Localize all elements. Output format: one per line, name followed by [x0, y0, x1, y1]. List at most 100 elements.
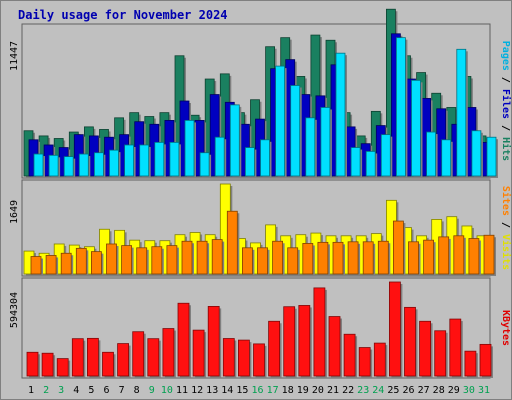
- bar-sites-day-28: [438, 236, 450, 275]
- bar-kbytes-day-29: [449, 318, 462, 377]
- x-tick-day-3: 3: [58, 385, 64, 396]
- legend-visits-label: Visits: [500, 234, 512, 270]
- bar-sites-day-10: [166, 245, 178, 275]
- bar-sites-day-20: [317, 241, 329, 275]
- x-tick-day-8: 8: [134, 385, 140, 396]
- bar-kbytes-day-14: [222, 338, 235, 377]
- x-tick-day-17: 17: [267, 385, 279, 396]
- legend-pages-label: Pages: [500, 41, 511, 71]
- bar-pages-day-13: [214, 136, 225, 177]
- x-tick-day-22: 22: [342, 385, 354, 396]
- legend-kbytes-label: KBytes: [500, 310, 511, 346]
- x-tick-day-24: 24: [372, 385, 384, 396]
- bar-sites-day-23: [362, 241, 374, 275]
- x-tick-day-20: 20: [312, 385, 324, 396]
- bar-kbytes-day-10: [162, 328, 175, 377]
- bar-sites-day-1: [30, 256, 42, 275]
- bar-sites-day-31: [483, 234, 495, 275]
- bar-sites-day-7: [121, 245, 132, 275]
- bar-kbytes-day-26: [404, 306, 416, 377]
- bar-kbytes-day-16: [253, 343, 265, 377]
- x-tick-day-25: 25: [387, 385, 399, 396]
- bar-pages-day-6: [109, 149, 119, 177]
- x-tick-day-27: 27: [418, 385, 430, 396]
- legend-files-label: Files: [500, 89, 512, 119]
- bar-pages-day-23: [365, 151, 376, 177]
- bar-kbytes-day-11: [177, 302, 190, 377]
- bar-pages-day-8: [139, 144, 150, 177]
- bar-sites-day-17: [272, 240, 284, 275]
- bar-kbytes-day-27: [419, 320, 432, 377]
- x-tick-day-7: 7: [119, 385, 125, 396]
- bar-sites-day-4: [75, 247, 87, 275]
- legend-hits-label: Hits: [500, 137, 512, 161]
- bar-kbytes-day-24: [373, 342, 386, 377]
- x-tick-day-6: 6: [103, 385, 109, 396]
- bar-sites-day-6: [106, 243, 117, 275]
- x-tick-day-2: 2: [43, 385, 49, 396]
- bar-pages-day-15: [244, 147, 255, 177]
- bar-pages-day-25: [395, 37, 406, 177]
- bar-kbytes-day-17: [268, 320, 281, 377]
- x-tick-day-15: 15: [236, 385, 248, 396]
- panel-bottom-ymax-label: 594304: [9, 292, 20, 328]
- bar-kbytes-day-1: [26, 351, 39, 377]
- x-tick-day-14: 14: [221, 385, 233, 396]
- legend--label: /: [500, 216, 511, 234]
- x-tick-day-11: 11: [176, 385, 188, 396]
- bar-kbytes-day-25: [388, 281, 401, 377]
- x-tick-day-9: 9: [149, 385, 155, 396]
- panel-top-ymax-label: 11447: [9, 41, 20, 71]
- x-tick-day-12: 12: [191, 385, 203, 396]
- bar-kbytes-day-28: [434, 330, 447, 377]
- bar-sites-day-2: [45, 255, 57, 275]
- bar-sites-day-15: [241, 247, 253, 275]
- bar-sites-day-14: [226, 210, 238, 275]
- bar-pages-day-19: [305, 117, 316, 177]
- x-tick-day-29: 29: [448, 385, 460, 396]
- bar-kbytes-day-31: [479, 343, 492, 377]
- bar-kbytes-day-12: [192, 329, 205, 377]
- bar-sites-day-8: [136, 247, 148, 275]
- bar-sites-day-13: [211, 239, 223, 275]
- bar-sites-day-26: [408, 241, 419, 275]
- panel-bottom-legend: KBytes: [500, 310, 511, 346]
- bar-pages-day-4: [78, 153, 89, 177]
- bar-pages-day-30: [471, 130, 482, 177]
- bar-kbytes-day-9: [147, 338, 160, 377]
- x-tick-day-28: 28: [433, 385, 445, 396]
- legend--label: /: [500, 71, 511, 89]
- bar-pages-day-11: [184, 120, 195, 177]
- bar-kbytes-day-19: [298, 305, 311, 377]
- bar-kbytes-day-23: [358, 347, 371, 377]
- panel-middle-ymax-label: 1649: [9, 200, 20, 224]
- bar-sites-day-12: [196, 240, 208, 275]
- x-tick-day-4: 4: [73, 385, 79, 396]
- bar-sites-day-9: [151, 246, 163, 275]
- bar-pages-day-3: [63, 156, 74, 177]
- bar-sites-day-29: [453, 235, 465, 275]
- bar-kbytes-day-2: [41, 352, 54, 377]
- x-tick-day-16: 16: [251, 385, 263, 396]
- bar-kbytes-day-3: [56, 358, 69, 377]
- bar-sites-day-16: [257, 247, 268, 275]
- bar-pages-day-21: [335, 52, 346, 177]
- chart-title: Daily usage for November 2024: [18, 8, 228, 22]
- bar-pages-day-31: [486, 136, 497, 177]
- legend-sites-label: Sites: [500, 186, 512, 216]
- bar-pages-day-22: [350, 147, 361, 177]
- bar-kbytes-day-13: [207, 306, 220, 377]
- bar-pages-day-10: [169, 141, 180, 177]
- bar-pages-day-9: [154, 141, 165, 177]
- bar-pages-day-2: [48, 154, 59, 177]
- panel-middle-legend: Sites / Visits: [500, 186, 512, 270]
- bar-pages-day-7: [124, 144, 134, 177]
- bar-pages-day-24: [380, 134, 391, 177]
- bar-kbytes-day-15: [237, 339, 250, 377]
- bar-sites-day-11: [181, 240, 193, 275]
- bar-kbytes-day-21: [328, 316, 341, 377]
- bar-sites-day-3: [60, 252, 72, 275]
- bar-sites-day-21: [332, 241, 344, 275]
- bar-kbytes-day-4: [71, 338, 84, 377]
